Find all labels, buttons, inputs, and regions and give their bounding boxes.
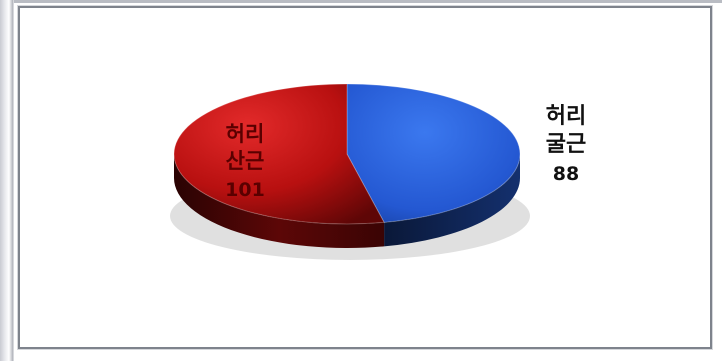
slice-label-0: 허리 산근 101 xyxy=(225,122,265,201)
slice-label-0-line-1: 산근 xyxy=(226,149,265,173)
slice-label-0-line-0: 허리 xyxy=(226,122,265,146)
slice-label-1-line-0: 허리 xyxy=(546,104,586,129)
top-edge xyxy=(0,0,722,3)
pie-slices xyxy=(173,83,521,225)
pie-slice-1 xyxy=(346,83,521,223)
left-border-strip xyxy=(0,0,14,361)
pie-side-walls xyxy=(173,154,520,249)
slice-value-label-0: 101 xyxy=(225,179,265,201)
slice-side-0 xyxy=(173,154,385,249)
slice-side-1 xyxy=(384,154,520,247)
slice-value-label-1: 88 xyxy=(553,163,579,185)
slice-label-1: 허리 굴근 88 xyxy=(546,104,586,185)
slice-label-1-line-1: 굴근 xyxy=(546,132,586,157)
pie-slice-0 xyxy=(173,83,385,225)
